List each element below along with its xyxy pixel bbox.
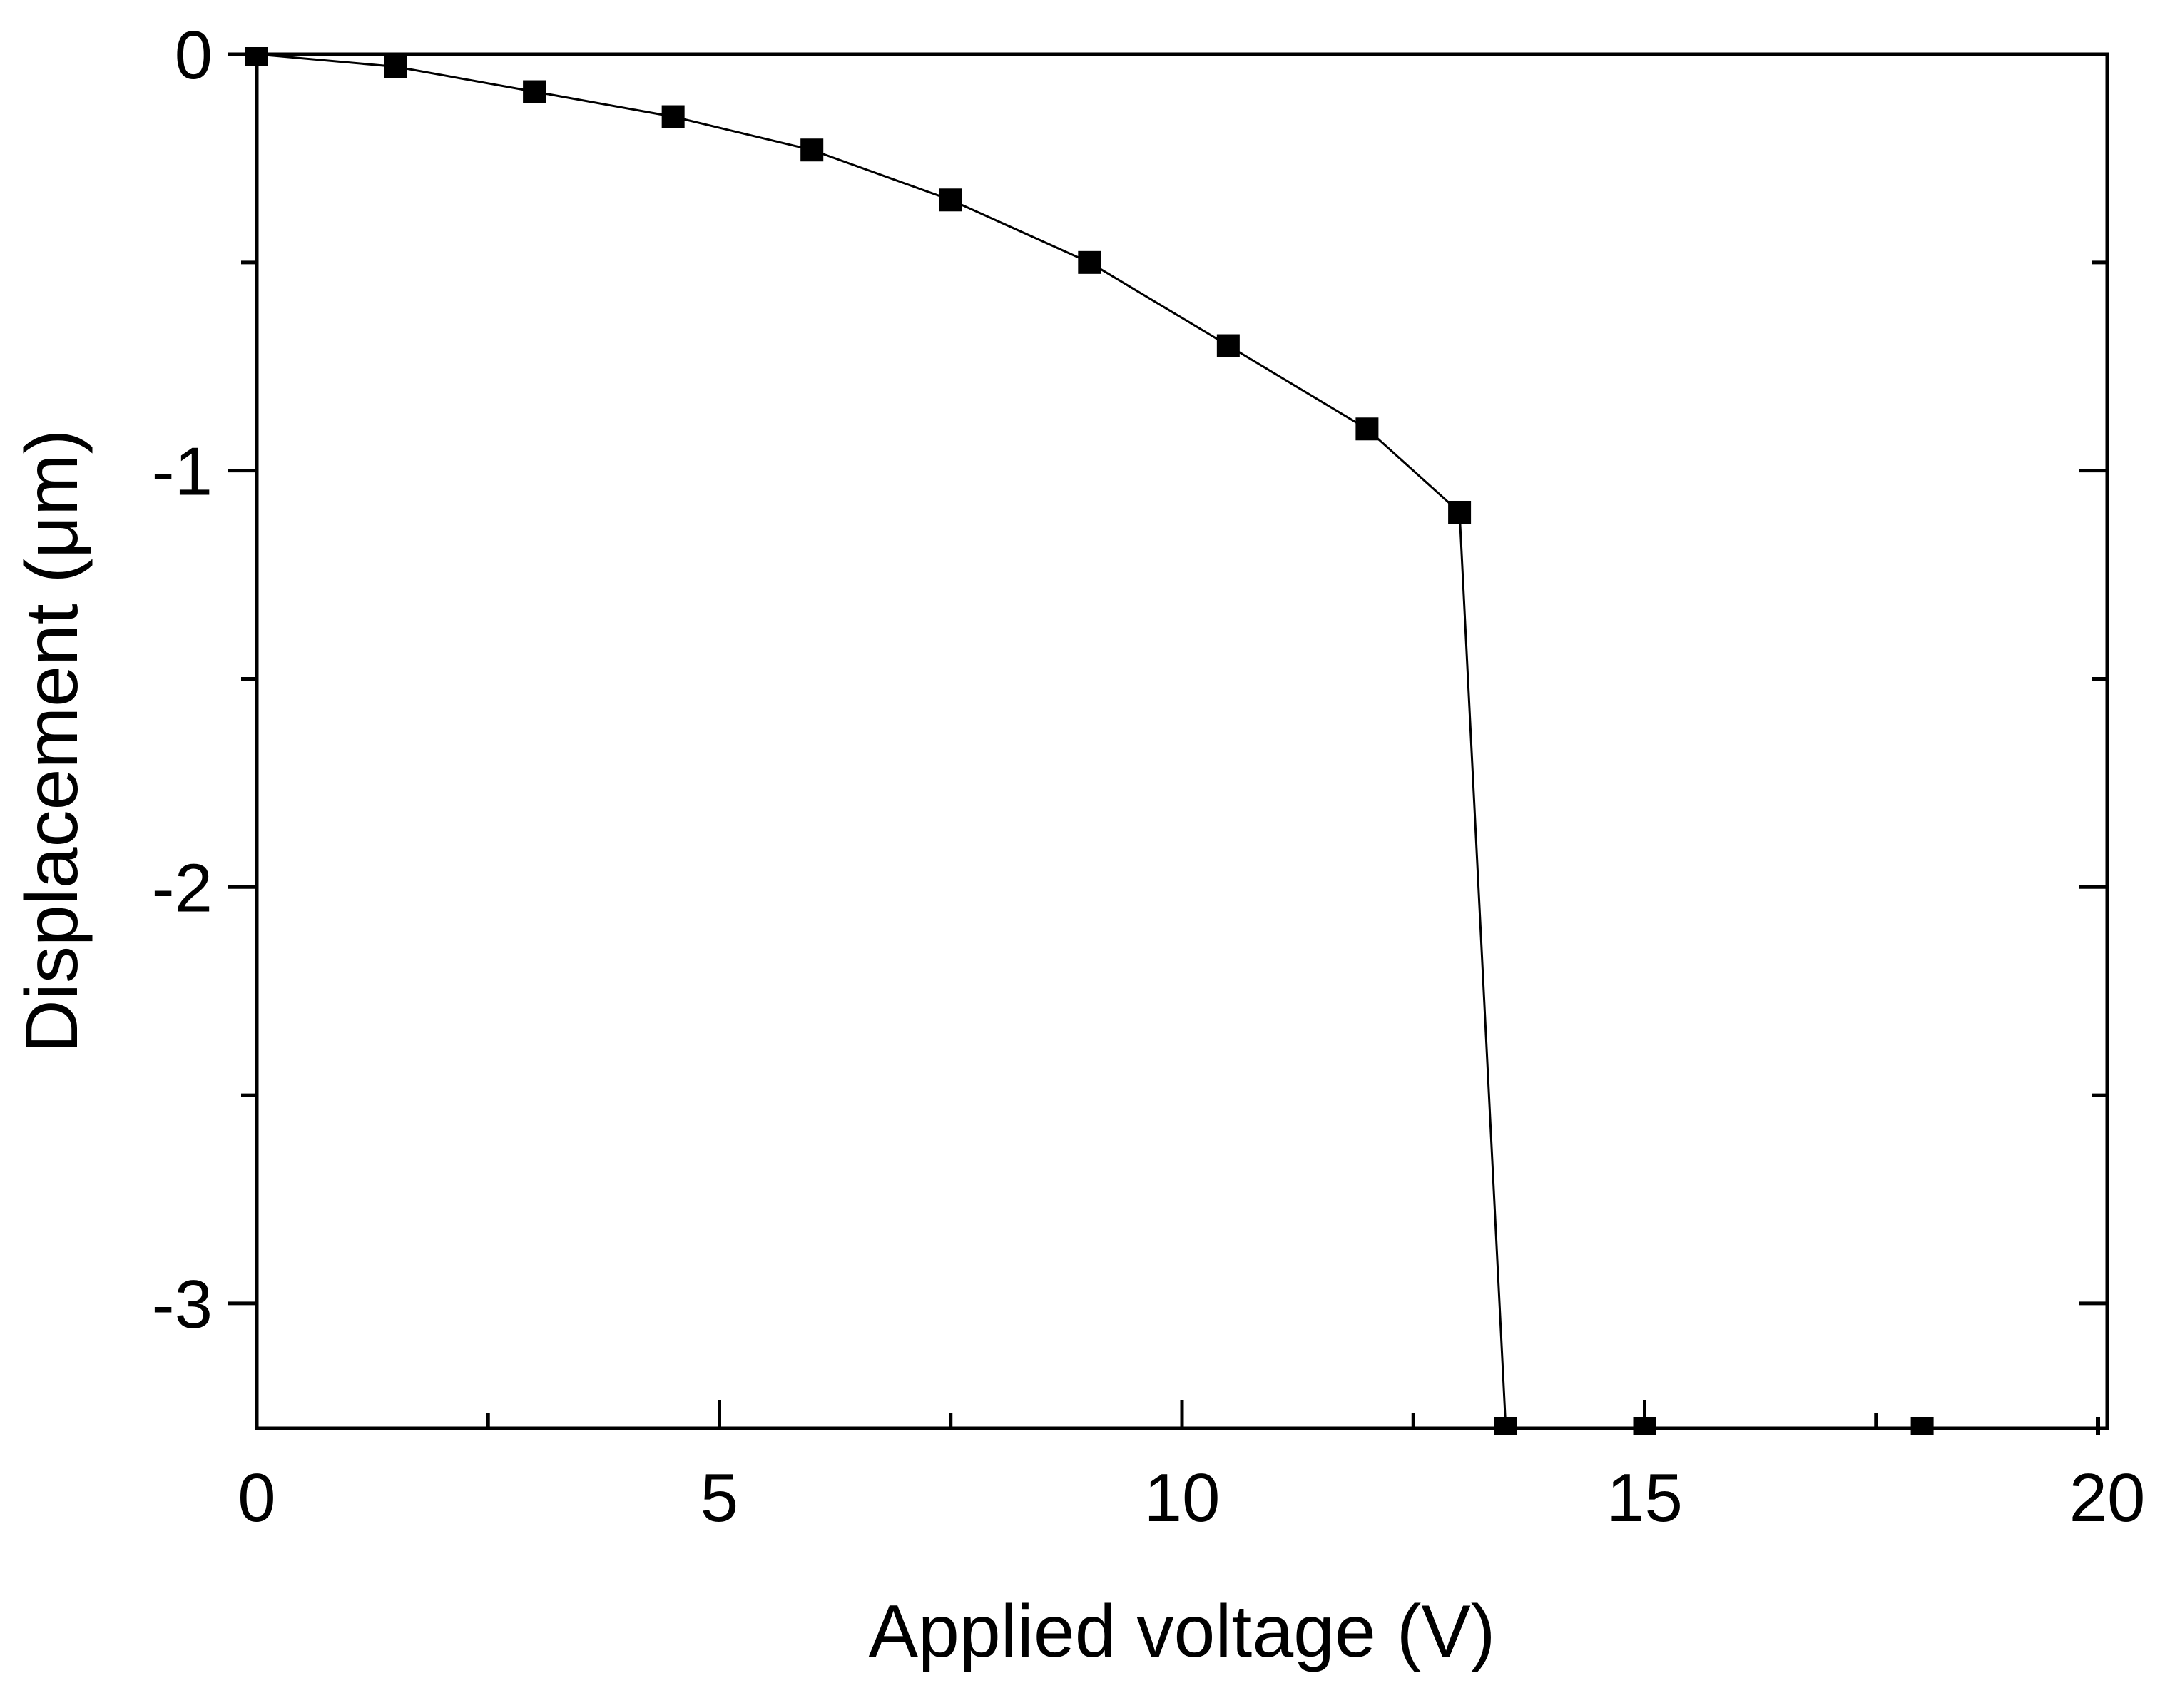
x-tick-label: 15	[1606, 1460, 1683, 1536]
data-point	[1494, 1417, 1517, 1435]
data-point	[939, 188, 962, 212]
data-point	[800, 138, 824, 162]
plot-frame	[255, 52, 2109, 1430]
x-axis-title: Applied voltage (V)	[869, 1590, 1496, 1673]
data-point	[384, 55, 407, 78]
data-point	[2096, 1417, 2100, 1435]
x-tick-label: 5	[701, 1460, 738, 1536]
y-tick-label: -3	[152, 1266, 213, 1343]
data-point	[1216, 334, 1240, 357]
data-point	[1633, 1417, 1656, 1435]
x-tick-label: 20	[2069, 1460, 2146, 1536]
x-tick-label: 0	[238, 1460, 275, 1536]
data-point	[1910, 1417, 1934, 1435]
y-tick-label: 0	[175, 17, 213, 93]
y-axis-title: Displacement (μm)	[11, 429, 93, 1054]
tick-labels: 0 5 10 15 20 0 -1 -2 -3	[152, 17, 2146, 1536]
data-point	[661, 105, 685, 128]
x-tick-label: 10	[1144, 1460, 1221, 1536]
y-tick-label: -2	[152, 850, 213, 926]
data-point	[1078, 250, 1101, 274]
data-point	[1355, 417, 1379, 441]
y-tick-label: -1	[152, 434, 213, 510]
data-point	[1448, 501, 1472, 524]
data-point	[523, 80, 546, 103]
